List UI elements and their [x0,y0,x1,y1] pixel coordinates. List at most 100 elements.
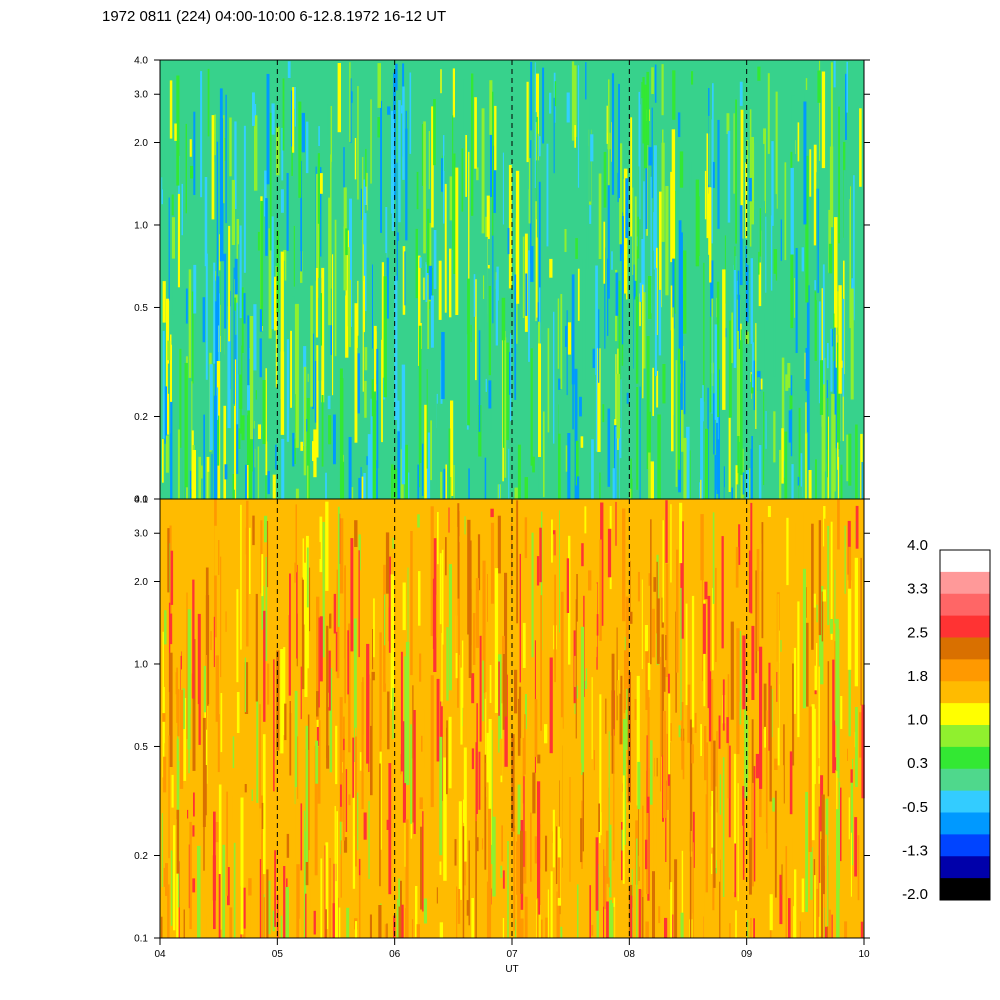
heatmap-streak [749,468,751,499]
heatmap-streak [571,61,575,141]
heatmap-streak [274,276,277,331]
heatmap-streak [640,176,644,239]
heatmap-streak [204,676,208,784]
heatmap-streak [702,385,704,422]
heatmap-streak [860,557,862,706]
heatmap-streak [772,797,776,812]
heatmap-streak [265,198,268,256]
heatmap-streak [471,748,475,770]
heatmap-streak [170,334,172,434]
heatmap-streak [359,752,362,771]
heatmap-streak [600,835,604,907]
heatmap-streak [646,71,650,146]
heatmap-streak [830,328,833,392]
heatmap-streak [430,506,434,637]
heatmap-streak [615,272,619,316]
heatmap-streak [637,889,641,938]
heatmap-streak [438,564,442,694]
heatmap-streak [387,691,390,750]
heatmap-streak [488,380,492,409]
heatmap-streak [174,123,177,141]
heatmap-streak [192,825,195,837]
heatmap-streak [802,568,806,709]
heatmap-streak [770,215,773,291]
heatmap-streak [722,757,725,897]
heatmap-streak [788,898,791,938]
heatmap-streak [530,926,533,938]
heatmap-streak [733,753,737,893]
heatmap-streak [410,531,413,676]
heatmap-streak [318,617,320,708]
heatmap-streak [805,402,807,499]
heatmap-streak [549,92,552,114]
heatmap-streak [779,874,783,925]
heatmap-streak [554,81,557,107]
heatmap-streak [209,364,213,451]
heatmap-streak [859,108,862,187]
y-tick-label: 4.0 [134,56,148,67]
heatmap-streak [466,900,469,916]
heatmap-streak [298,101,302,198]
heatmap-streak [746,470,749,499]
heatmap-streak [234,405,236,490]
heatmap-streak [593,525,597,658]
heatmap-streak [592,348,595,368]
heatmap-streak [448,564,452,691]
heatmap-streak [637,216,640,259]
heatmap-streak [784,162,787,261]
heatmap-streak [488,808,492,938]
heatmap-streak [171,194,174,216]
heatmap-streak [202,717,206,827]
heatmap-streak [672,70,676,120]
heatmap-streak [822,264,825,385]
heatmap-streak [752,782,754,887]
heatmap-streak [231,179,235,245]
heatmap-streak [538,181,541,323]
colorbar-label: -2.0 [902,886,928,903]
heatmap-streak [487,574,488,622]
heatmap-streak [350,487,354,499]
heatmap-streak [705,794,708,893]
heatmap-streak [575,599,577,739]
heatmap-streak [335,881,338,938]
heatmap-streak [342,716,345,841]
heatmap-streak [436,403,440,492]
heatmap-streak [322,522,325,658]
heatmap-streak [853,175,855,321]
heatmap-streak [329,858,331,938]
heatmap-streak [428,131,430,190]
heatmap-streak [431,106,434,228]
heatmap-streak [814,280,817,291]
heatmap-streak [791,95,795,177]
heatmap-streak [781,357,785,461]
x-tick-label: 07 [506,949,518,960]
heatmap-streak [645,650,649,710]
heatmap-streak [836,342,839,443]
heatmap-streak [825,269,827,329]
heatmap-streak [661,412,664,499]
heatmap-streak [206,655,208,730]
heatmap-streak [579,762,582,773]
heatmap-streak [747,919,749,938]
heatmap-streak [352,746,356,889]
heatmap-streak [415,228,418,299]
heatmap-streak [489,665,492,703]
heatmap-streak [282,78,285,151]
heatmap-streak [305,831,307,927]
heatmap-streak [758,445,762,499]
heatmap-streak [641,181,645,301]
heatmap-streak [815,805,818,884]
heatmap-streak [537,781,541,915]
heatmap-streak [620,675,623,745]
heatmap-streak [325,501,329,591]
heatmap-streak [577,884,579,938]
heatmap-streak [268,228,272,339]
heatmap-streak [330,154,332,289]
heatmap-streak [821,591,824,642]
y-tick-label: 1.0 [134,220,148,231]
heatmap-streak [525,273,528,316]
heatmap-streak [801,878,805,913]
heatmap-streak [828,243,833,274]
heatmap-streak [172,136,174,184]
heatmap-streak [800,511,804,633]
